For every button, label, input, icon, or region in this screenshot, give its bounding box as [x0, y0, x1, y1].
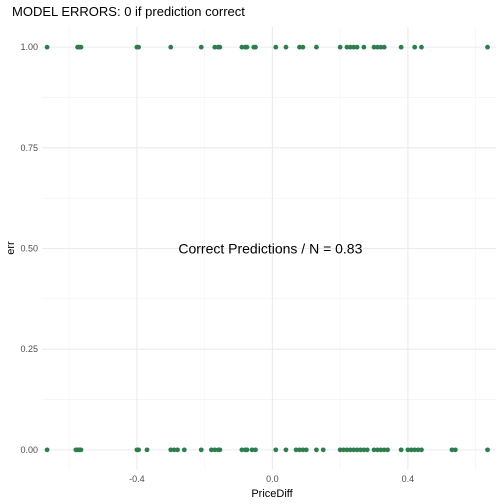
data-point	[297, 447, 302, 453]
data-point	[405, 447, 411, 453]
data-point	[249, 447, 255, 453]
data-point	[398, 447, 404, 453]
y-axis-title: err	[5, 241, 17, 255]
data-point	[415, 447, 421, 453]
data-point	[198, 447, 204, 453]
data-point	[344, 44, 350, 50]
y-tick-label: 0.50	[20, 244, 38, 254]
data-point	[354, 447, 360, 453]
data-point	[217, 447, 223, 453]
y-tick-label: 1.00	[20, 42, 38, 52]
data-point	[419, 447, 424, 453]
data-point	[239, 44, 245, 50]
data-point	[452, 447, 458, 453]
data-point	[293, 447, 299, 453]
x-tick-label: 0.0	[266, 474, 279, 484]
data-point	[375, 447, 380, 453]
data-point	[375, 44, 380, 50]
data-point	[300, 447, 306, 453]
data-points	[44, 44, 490, 453]
data-point	[244, 44, 250, 50]
data-point	[361, 447, 367, 453]
data-point	[408, 447, 414, 453]
major-gridlines	[42, 27, 496, 470]
data-point	[297, 44, 302, 50]
y-axis-tick-labels: 0.00 0.25 0.50 0.75 1.00	[20, 42, 38, 455]
data-point	[485, 44, 490, 50]
data-point	[371, 447, 377, 453]
y-tick-label: 0.00	[20, 445, 38, 455]
data-point	[354, 44, 360, 50]
data-point	[198, 44, 204, 50]
data-point	[273, 447, 279, 453]
data-point	[485, 447, 490, 453]
data-point	[381, 447, 387, 453]
accuracy-annotation: Correct Predictions / N = 0.83	[178, 241, 362, 257]
data-point	[212, 447, 218, 453]
data-point	[168, 44, 174, 50]
data-point	[385, 447, 390, 453]
data-point	[217, 44, 223, 50]
data-point	[244, 447, 250, 453]
data-point	[412, 44, 418, 50]
data-point	[314, 447, 319, 453]
data-point	[303, 447, 309, 453]
data-point	[171, 447, 177, 453]
data-point	[358, 447, 363, 453]
data-point	[44, 447, 50, 453]
data-point	[320, 447, 326, 453]
data-point	[449, 447, 455, 453]
data-point	[419, 44, 424, 50]
data-point	[371, 44, 377, 50]
data-point	[283, 44, 289, 50]
x-tick-label: 0.4	[402, 474, 415, 484]
data-point	[168, 447, 174, 453]
data-point	[181, 447, 187, 453]
data-point	[364, 447, 370, 453]
data-point	[253, 44, 258, 50]
data-point	[136, 44, 141, 50]
data-point	[136, 447, 141, 453]
data-point	[253, 447, 258, 453]
data-point	[378, 447, 384, 453]
data-point	[347, 447, 353, 453]
data-point	[351, 44, 357, 50]
data-point	[351, 447, 357, 453]
data-point	[209, 447, 214, 453]
data-point	[341, 447, 346, 453]
data-point	[78, 447, 84, 453]
data-point	[175, 447, 180, 453]
data-point	[344, 447, 350, 453]
data-point	[273, 44, 279, 50]
data-point	[78, 44, 84, 50]
data-point	[347, 44, 353, 50]
data-point	[398, 44, 404, 50]
chart-title: MODEL ERRORS: 0 if prediction correct	[12, 4, 245, 19]
data-point	[44, 44, 50, 50]
y-tick-label: 0.25	[20, 344, 38, 354]
x-axis-tick-labels: -0.4 0.0 0.4	[129, 474, 414, 484]
data-point	[337, 447, 343, 453]
data-point	[239, 447, 245, 453]
data-point	[144, 447, 150, 453]
x-tick-label: -0.4	[129, 474, 145, 484]
data-point	[412, 447, 418, 453]
data-point	[283, 447, 289, 453]
data-point	[212, 44, 218, 50]
data-point	[337, 44, 343, 50]
data-point	[361, 44, 367, 50]
data-point	[300, 44, 306, 50]
x-axis-title: PriceDiff	[251, 488, 293, 500]
y-tick-label: 0.75	[20, 143, 38, 153]
data-point	[378, 44, 384, 50]
data-point	[381, 44, 387, 50]
data-point	[314, 44, 319, 50]
